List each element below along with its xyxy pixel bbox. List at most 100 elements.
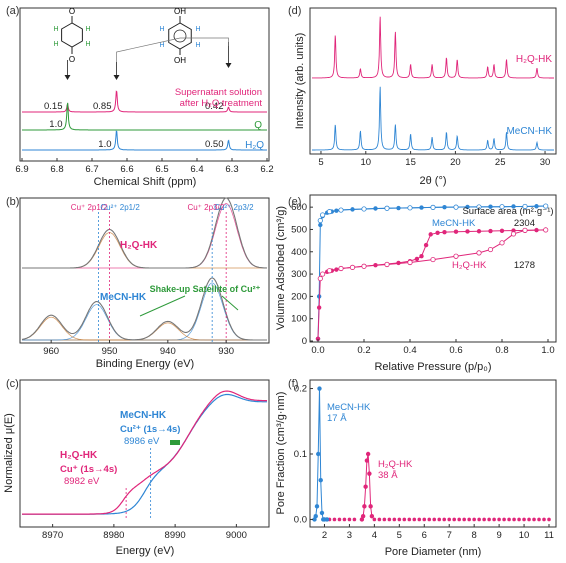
pore-baseline-point (487, 517, 491, 522)
nmr-x-tick-label: 6.7 (85, 164, 98, 175)
nmr-trace-1 (22, 102, 267, 131)
pore-baseline-point (482, 517, 486, 522)
isotherm-adsorption-point (396, 260, 401, 266)
isotherm-y-tick-label: 600 (291, 202, 307, 213)
pore-baseline-point (377, 517, 382, 522)
panel-f-label: (f) (288, 378, 298, 390)
pore-baseline-point (477, 517, 481, 522)
xanes-edge-label-h2q: Cu⁺ (1s→4s) (60, 464, 117, 475)
pore-label-h2q: H₂Q-HK (378, 459, 413, 470)
isotherm-desorption-point (499, 240, 505, 246)
nmr-trace-0 (22, 90, 267, 113)
isotherm-desorption-point (487, 246, 494, 253)
isotherm-desorption-point (476, 204, 482, 210)
pore-baseline-point (547, 517, 551, 522)
xanes-x-tick-label: 8990 (165, 530, 186, 541)
isotherm-adsorption-point (350, 207, 355, 212)
pore-x-tick-label: 5 (397, 530, 402, 541)
pore-x-tick-label: 10 (519, 530, 530, 541)
nmr-x-tick-label: 6.6 (120, 164, 133, 175)
isotherm-adsorption-point (334, 208, 339, 213)
isotherm-adsorption-point (465, 229, 470, 234)
isotherm-legend-h2q: H₂Q-HK (452, 260, 487, 271)
xps-satellite-annotation: Shake-up Satellite of Cu²⁺ (150, 284, 261, 294)
pore-distribution-point (316, 451, 321, 457)
panel-a-x-axis-title: Chemical Shift (ppm) (94, 176, 197, 188)
xps-reference-label: Cu²⁺ 2p1/2 (100, 203, 140, 212)
nmr-integral-label: 1.0 (98, 139, 111, 150)
pore-baseline-point (372, 517, 377, 522)
isotherm-adsorption-point (318, 222, 323, 228)
pore-baseline-point (397, 517, 402, 522)
panel-c-y-axis-title: Normalized μ(E) (3, 413, 15, 493)
pore-baseline-point (457, 517, 461, 522)
pore-baseline-point (417, 517, 422, 522)
nmr-integral-label: 1.0 (49, 119, 62, 130)
isotherm-adsorption-point (334, 267, 339, 272)
isotherm-desorption-point (453, 253, 459, 259)
isotherm-desorption-point (543, 227, 549, 233)
isotherm-desorption-point (319, 271, 326, 277)
isotherm-adsorption-point (442, 229, 447, 235)
pore-annotation-mecn: 17 Å (327, 413, 347, 424)
isotherm-legend-mecn: MeCN-HK (432, 218, 476, 229)
pxrd-x-tick-label: 10 (360, 157, 371, 168)
nmr-integral-label: 0.42 (205, 101, 224, 112)
isotherm-y-tick-label: 400 (291, 247, 307, 258)
xps-reference-label: Cu⁺ 2p3/2 (187, 203, 224, 212)
pore-baseline-point (492, 517, 496, 522)
pore-baseline-point (337, 517, 342, 522)
isotherm-x-tick-label: 0.6 (449, 345, 462, 356)
panel-b-frame (19, 197, 270, 344)
pore-x-tick-label: 2 (322, 530, 327, 541)
pore-x-tick-label: 9 (496, 530, 501, 541)
pore-x-tick-label: 7 (447, 530, 452, 541)
pore-baseline-point (532, 517, 536, 522)
nmr-integral-label: 0.50 (205, 139, 224, 150)
nmr-x-tick-label: 6.9 (15, 164, 28, 175)
pxrd-x-tick-label: 20 (450, 157, 461, 168)
isotherm-desorption-line (319, 229, 546, 279)
panel-d-patterns: H₂Q-HK MeCN-HK (312, 16, 554, 151)
pxrd-series-label-h2q: H₂Q-HK (516, 54, 552, 65)
pore-baseline-point (512, 517, 516, 522)
pore-baseline-point (542, 517, 546, 522)
xps-envelope-0 (22, 197, 268, 269)
pore-baseline-point (502, 517, 506, 522)
isotherm-y-tick-label: 200 (291, 291, 307, 302)
pore-baseline-point (402, 517, 407, 522)
xanes-label-h2q: H₂Q-HK (60, 450, 98, 461)
pore-baseline-point (442, 517, 447, 522)
isotherm-desorption-point (349, 264, 356, 270)
nmr-series-label-h2q: H₂Q (245, 140, 264, 151)
isotherm-desorption-point (476, 250, 482, 256)
nmr-x-tick-label: 6.3 (225, 164, 238, 175)
hydroquinone-oh-bottom: OH (174, 56, 186, 65)
panel-d-x-axis: 5 10 15 20 25 30 (318, 151, 550, 168)
nmr-series-label-supernatant: Supernatant solution (175, 87, 262, 98)
pore-baseline-point (352, 517, 357, 522)
pore-distribution-point (314, 504, 320, 509)
xanes-curve-1 (22, 390, 267, 515)
isotherm-desorption-point (361, 263, 367, 269)
panel-d-label: (d) (288, 5, 301, 17)
xanes-edge-label-mecn: Cu²⁺ (1s→4s) (120, 424, 180, 435)
xps-x-tick-label: 960 (43, 346, 59, 357)
panel-b-label: (b) (6, 196, 19, 208)
quinone-h-label: H (53, 26, 58, 33)
isotherm-desorption-point (338, 207, 344, 213)
quinone-o-bottom: O (69, 55, 75, 64)
isotherm-adsorption-point (465, 204, 470, 210)
isotherm-desorption-point (407, 205, 413, 211)
panel-e-isotherms: Surface area (m²·g⁻¹)MeCN-HK 2304 H₂Q-HK 12… (315, 203, 554, 341)
isotherm-adsorption-point (419, 205, 424, 210)
isotherm-desorption-point (453, 204, 459, 210)
pore-baseline-point (342, 517, 347, 522)
panel-c: (c) MeCN-HK Cu²⁺ (1s→4s)8986 eV H₂Q-HK Cu⁺ … (3, 378, 270, 557)
pore-x-tick-label: 6 (422, 530, 427, 541)
nmr-trace-2 (22, 130, 267, 151)
